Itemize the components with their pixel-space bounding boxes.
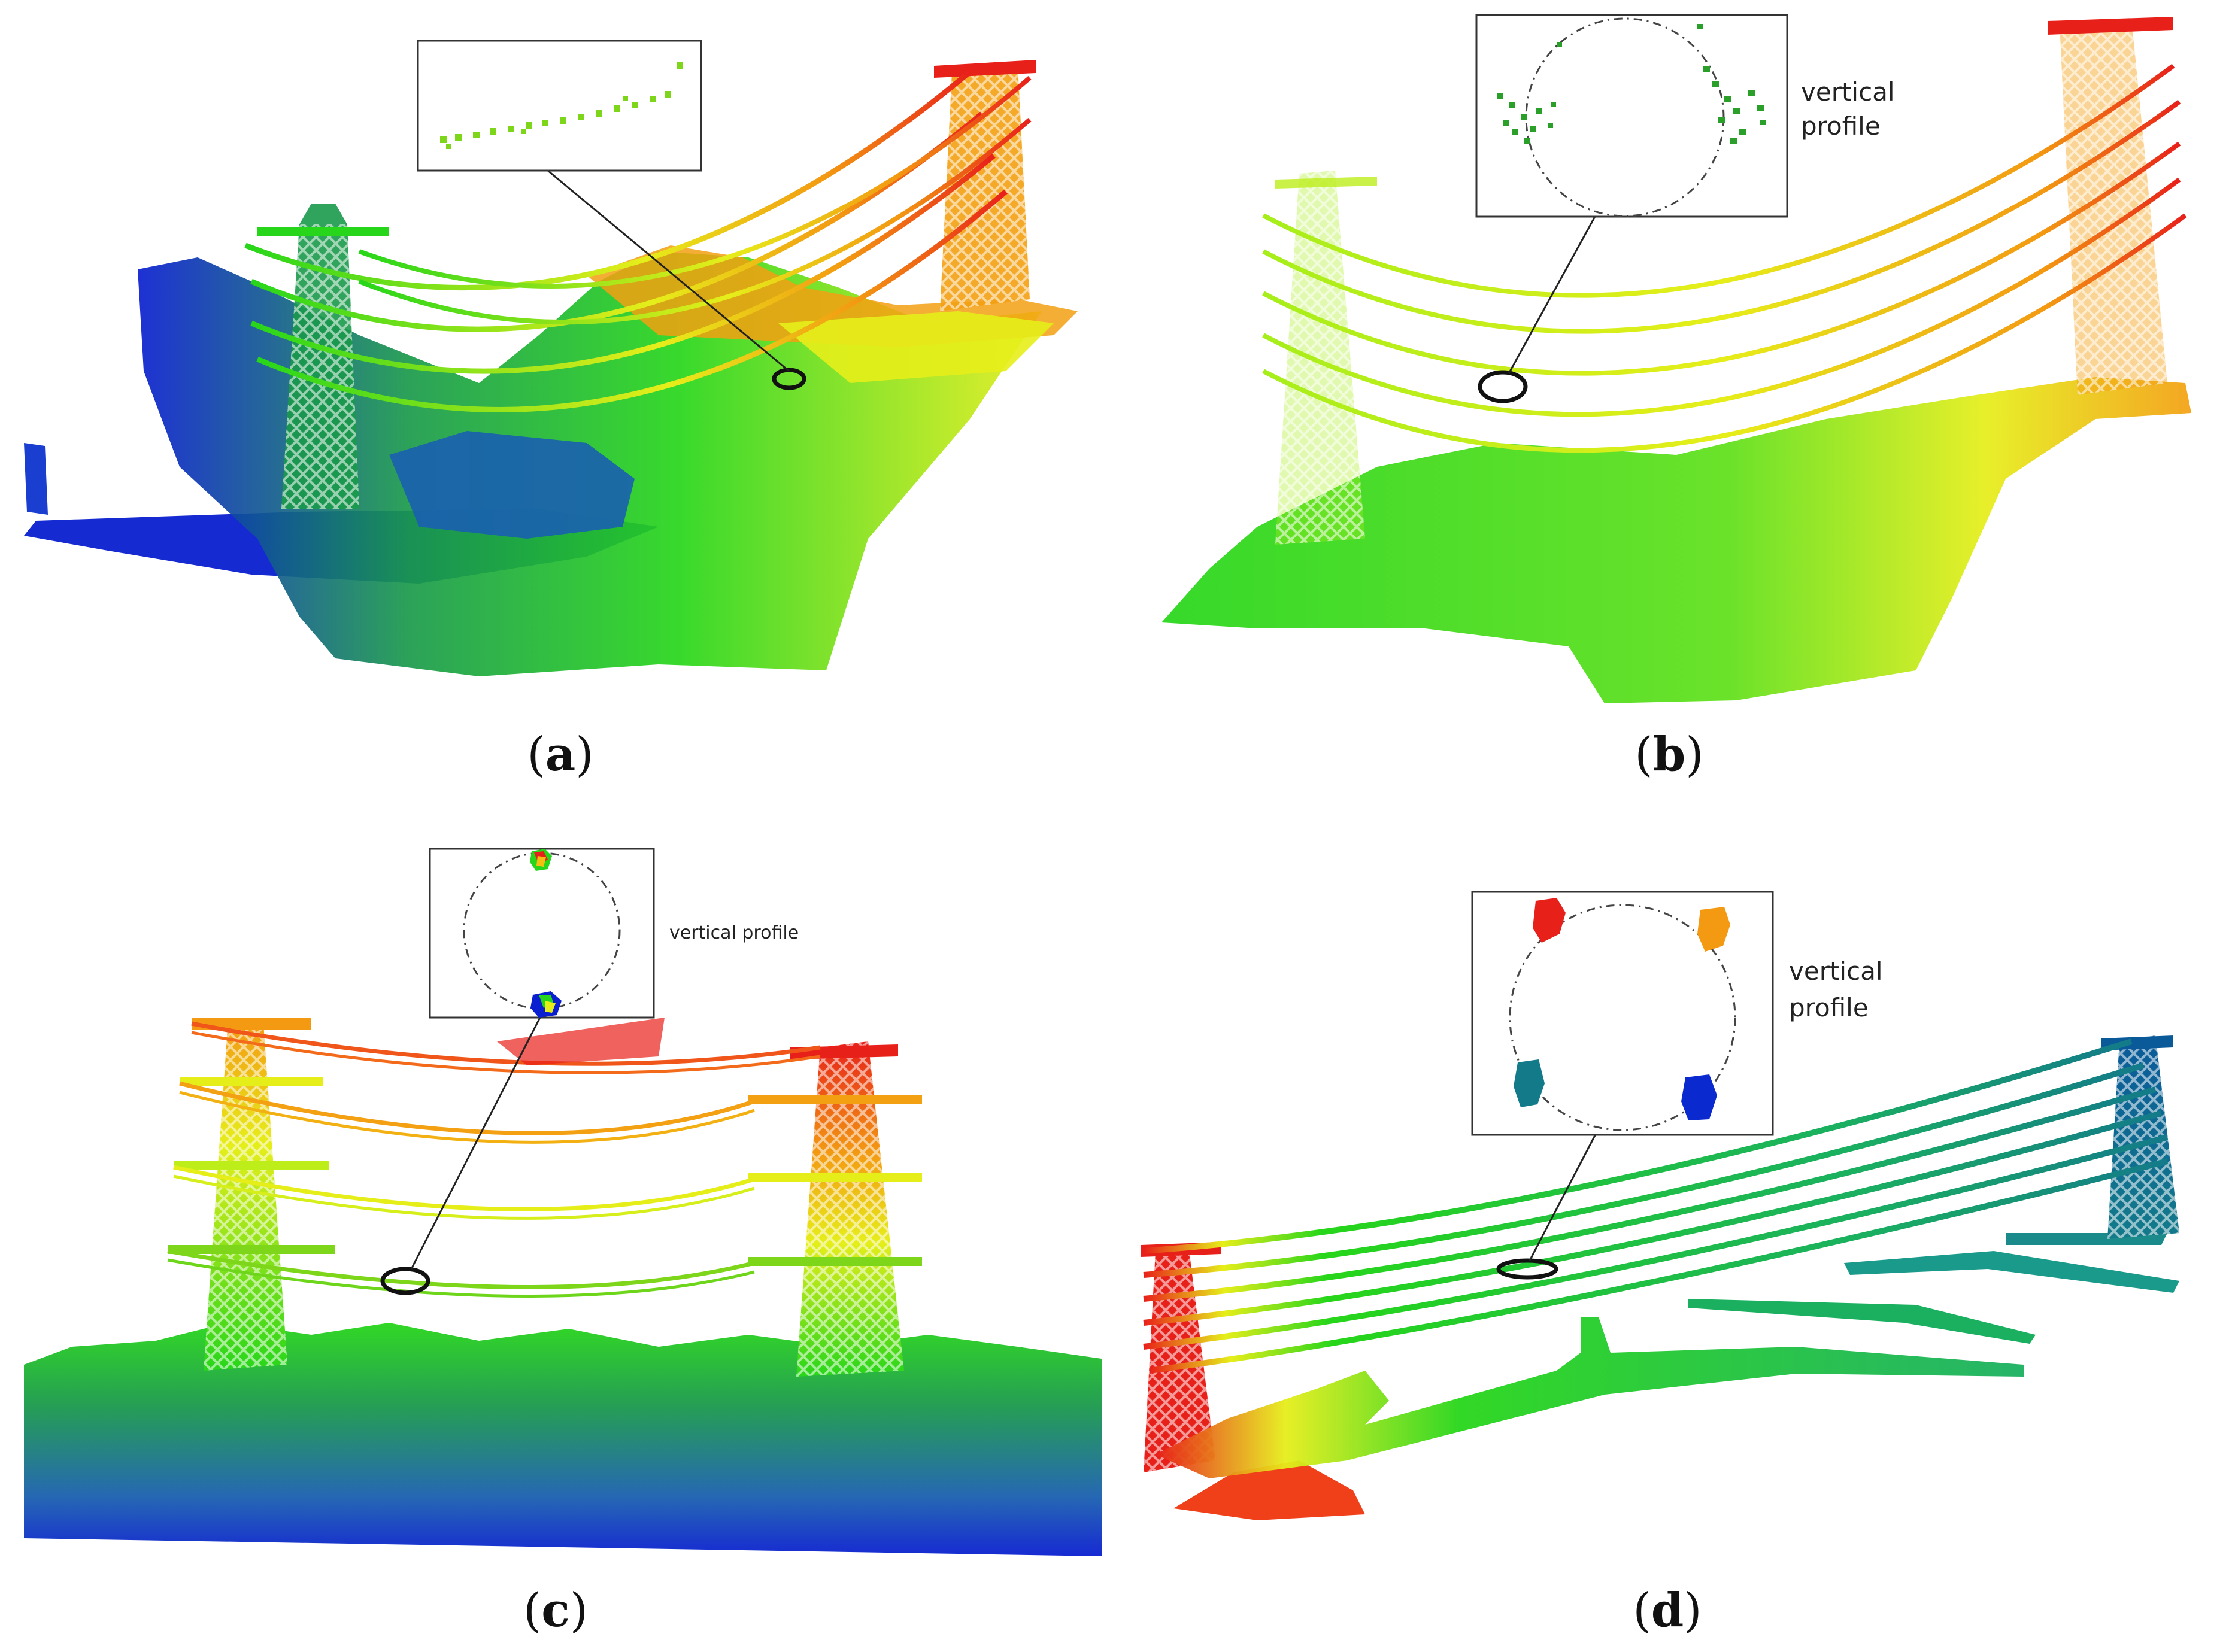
panel-a-highlight-oval <box>772 368 806 390</box>
panel-d-caption: (d) <box>1633 1583 1702 1638</box>
panel-b-inset-label-line2: profile <box>1801 111 1881 141</box>
panel-d-inset-label-line1: vertical <box>1789 956 1883 986</box>
panel-c-point-cloud <box>24 1018 1102 1556</box>
panel-a-leader-line <box>547 169 790 372</box>
panel-a-caption: (a) <box>527 727 593 782</box>
panel-d-leader-line <box>1529 1134 1597 1261</box>
panel-b: vertical profile (b) <box>1161 14 2191 782</box>
panel-b-inset <box>1475 14 1788 218</box>
panel-c-inset <box>429 848 655 1019</box>
panel-a-point-cloud <box>24 60 1078 676</box>
panel-d-inset-label-line2: profile <box>1789 993 1869 1022</box>
panel-b-point-cloud <box>1161 17 2191 703</box>
panel-c-caption: (c) <box>523 1583 588 1638</box>
panel-c-leader-line <box>410 1017 541 1270</box>
panel-d-point-cloud <box>1141 1035 2179 1520</box>
panel-d: vertical profile (d) <box>1141 891 2179 1638</box>
panel-d-highlight-oval <box>1496 1258 1558 1280</box>
panel-b-caption: (b) <box>1634 727 1703 782</box>
panel-b-inset-label-line1: vertical <box>1801 77 1895 107</box>
panel-a-inset <box>417 40 702 172</box>
panel-a: (a) <box>24 40 1078 782</box>
panel-c-inset-label: vertical profile <box>669 922 799 943</box>
panel-c-highlight-oval <box>380 1267 430 1295</box>
panel-d-inset <box>1471 891 1774 1136</box>
panel-b-leader-line <box>1508 215 1597 374</box>
panel-b-highlight-oval <box>1478 370 1528 403</box>
panel-c: vertical profile (c) <box>24 848 1102 1638</box>
